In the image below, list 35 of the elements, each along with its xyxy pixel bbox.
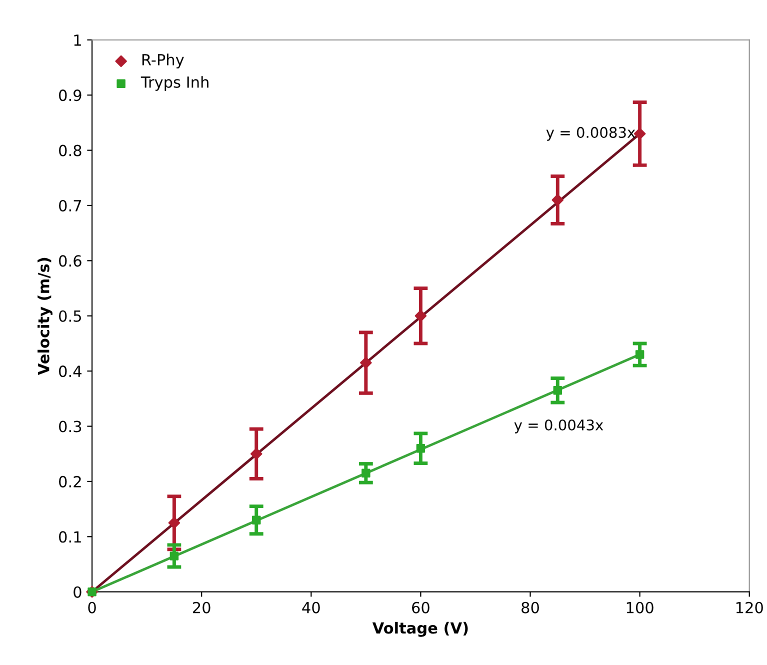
x-axis-title: Voltage (V) <box>372 622 468 637</box>
point <box>170 552 179 560</box>
x-tick-label: 40 <box>302 602 320 614</box>
point <box>168 516 180 529</box>
y-axis-title: Velocity (m/s) <box>38 258 52 376</box>
legend-label: R-Phy <box>142 54 184 68</box>
point <box>360 356 372 369</box>
point <box>250 448 262 460</box>
y-tick-label: 0.4 <box>59 366 82 378</box>
y-tick-label: 0.7 <box>59 200 82 212</box>
annotation: y = 0.0043x <box>514 419 604 434</box>
point <box>552 194 564 206</box>
x-tick-label: 60 <box>412 602 430 614</box>
x-tick-label: 80 <box>522 602 539 614</box>
y-tick-label: 0.6 <box>59 255 82 267</box>
y-tick-label: 0.3 <box>59 420 82 432</box>
x-tick-label: 0 <box>88 602 96 614</box>
y-tick-label: 0.2 <box>59 476 81 488</box>
y-tick-label: 0.5 <box>59 310 81 322</box>
y-tick-label: 0 <box>74 586 82 598</box>
point <box>635 350 644 359</box>
point <box>416 444 426 453</box>
point <box>362 468 370 478</box>
point <box>553 386 562 395</box>
y-tick-label: 0.9 <box>59 90 82 102</box>
point <box>414 310 427 322</box>
annotation: y = 0.0083x <box>546 126 636 141</box>
x-tick-label: 100 <box>626 602 654 614</box>
point <box>252 516 261 524</box>
legend-label: Tryps Inh <box>140 76 208 91</box>
y-tick-label: 1 <box>74 34 81 46</box>
x-tick-label: 20 <box>192 602 210 614</box>
y-tick-label: 0.8 <box>59 144 82 156</box>
x-tick-label: 120 <box>736 602 763 614</box>
y-tick-label: 0.1 <box>59 531 81 543</box>
